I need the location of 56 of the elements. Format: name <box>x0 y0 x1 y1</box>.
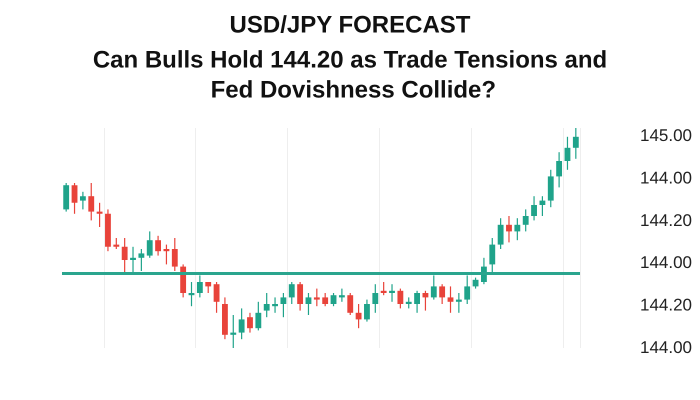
candlestick <box>522 208 529 232</box>
candlestick <box>372 284 378 314</box>
candlestick <box>539 196 546 217</box>
candlestick <box>514 218 520 241</box>
chart-subtitle: Can Bulls Hold 144.20 as Trade Tensions and Fed Dovishness Collide? <box>92 46 608 104</box>
text: 144.00 <box>640 253 692 272</box>
candlestick <box>188 281 194 307</box>
candlestick <box>264 292 270 318</box>
candlestick <box>247 312 253 334</box>
candlestick <box>572 127 579 160</box>
candlestick <box>306 292 312 316</box>
candlestick <box>280 292 286 318</box>
candlestick <box>456 292 462 314</box>
candlestick <box>205 281 212 294</box>
candlestick <box>72 182 78 214</box>
candlestick <box>439 284 446 305</box>
candlestick <box>230 314 236 349</box>
candlestick <box>255 301 262 331</box>
candlestick <box>564 136 570 170</box>
candlestick <box>380 281 387 296</box>
candlestick <box>448 286 454 314</box>
candlestick <box>498 218 504 250</box>
candlestick <box>506 215 512 243</box>
candlestick <box>146 230 153 258</box>
candlestick <box>472 277 478 290</box>
text: 144.00 <box>640 338 692 357</box>
chart-title: USD/JPY FORECAST <box>230 12 471 38</box>
candlestick <box>347 292 354 316</box>
candlestick <box>155 235 162 256</box>
candlestick <box>556 152 562 188</box>
candlestick <box>238 308 245 340</box>
candlestick <box>272 296 278 314</box>
text: 145.00 <box>640 126 692 145</box>
candlestick <box>214 281 220 314</box>
candlestick <box>422 290 428 312</box>
candlestick <box>389 284 395 302</box>
candlestick <box>80 191 86 210</box>
candlestick <box>288 281 295 305</box>
candlestick <box>96 202 103 228</box>
candlestick <box>297 281 304 312</box>
candlestick <box>113 237 120 250</box>
candlestick <box>122 237 128 274</box>
candlestick <box>356 303 362 329</box>
candlestick <box>164 244 170 265</box>
text: 144.20 <box>640 296 692 315</box>
candlestick <box>397 288 404 309</box>
candlestick <box>88 182 94 221</box>
text: 144.20 <box>640 210 692 230</box>
candlestick <box>364 299 370 322</box>
text: 144.00 <box>640 168 692 188</box>
candlestick <box>414 290 420 314</box>
candlestick <box>172 237 178 272</box>
candlestick <box>531 196 537 221</box>
candlestick <box>338 288 345 302</box>
candlestick <box>330 292 336 307</box>
candlestick <box>322 292 328 307</box>
